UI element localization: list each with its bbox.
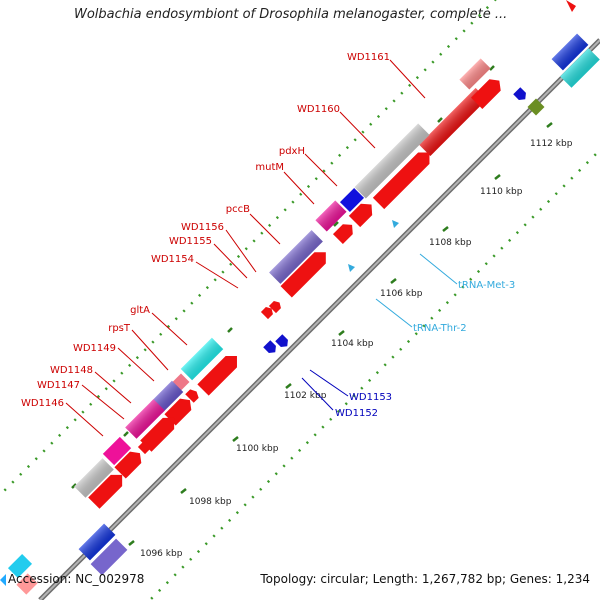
- gene-feature: [551, 33, 589, 71]
- reverse-strand-features[interactable]: [0, 0, 600, 586]
- accession-text: Accession: NC_002978: [8, 572, 145, 586]
- trna-label: tRNA-Thr-2: [413, 323, 467, 334]
- major-tick: [128, 540, 135, 546]
- gene-feature: [16, 573, 38, 595]
- cds-arrows[interactable]: [88, 75, 505, 509]
- major-tick: [494, 174, 501, 180]
- gene-feature: [90, 538, 128, 576]
- gene-arrow: [88, 474, 123, 509]
- gene-arrow: [348, 203, 373, 228]
- lower-callouts: [301, 253, 458, 411]
- major-tick: [232, 436, 239, 442]
- gene-label: WD1152: [335, 408, 378, 419]
- upper-callouts: [65, 59, 426, 437]
- tick-label: 1104 kbp: [331, 339, 374, 349]
- gene-arrow: [197, 356, 237, 396]
- gene-label: WD1161: [347, 52, 390, 63]
- gene-feature: [354, 123, 430, 199]
- major-tick: [180, 488, 187, 494]
- gene-feature: [459, 58, 491, 90]
- gene-label: WD1160: [297, 104, 340, 115]
- trna-marker: [0, 574, 6, 586]
- tick-label: 1112 kbp: [530, 139, 573, 149]
- gene-feature: [560, 48, 600, 88]
- tick-label: 1100 kbp: [236, 444, 279, 454]
- gene-label: WD1154: [151, 254, 194, 265]
- major-tick: [437, 117, 443, 123]
- major-ticks: [128, 122, 553, 546]
- lower-gene-labels: tRNA-Met-3 tRNA-Thr-2 WD1153 WD1152: [335, 280, 515, 419]
- forward-strand-features[interactable]: [7, 58, 491, 595]
- gene-feature: [566, 0, 576, 12]
- gene-arrow: [280, 252, 326, 298]
- gene-arrow: [260, 307, 273, 320]
- genome-summary: Topology: circular; Length: 1,267,782 bp…: [260, 572, 590, 586]
- gene-label: WD1149: [73, 343, 116, 354]
- gene-label: WD1147: [37, 380, 80, 391]
- gene-label: pdxH: [279, 146, 305, 157]
- gene-feature: [74, 458, 114, 498]
- gene-label: WD1155: [169, 236, 212, 247]
- gene-arrow: [140, 417, 175, 452]
- gene-feature: [7, 553, 33, 579]
- gene-feature: [180, 337, 224, 381]
- tick-label: 1096 kbp: [140, 549, 183, 559]
- gene-label: WD1148: [50, 365, 93, 376]
- gene-label: WD1153: [349, 392, 392, 403]
- gene-feature: [125, 399, 165, 439]
- tick-label: 1108 kbp: [429, 238, 472, 248]
- gene-feature: [339, 187, 365, 213]
- gene-label: pccB: [226, 204, 250, 215]
- chromosome-backbone: [38, 38, 600, 600]
- gene-arrow: [263, 340, 276, 353]
- tick-label: 1110 kbp: [480, 187, 523, 197]
- tick-labels: 1096 kbp 1098 kbp 1100 kbp 1102 kbp 1104…: [140, 139, 573, 559]
- major-tick: [71, 483, 77, 489]
- trna-marker: [348, 264, 355, 272]
- gene-feature: [527, 98, 545, 116]
- gene-feature: [102, 436, 132, 466]
- gene-label: gltA: [130, 305, 150, 316]
- gene-arrow: [471, 79, 501, 109]
- gene-label: WD1156: [181, 222, 224, 233]
- gene-arrow: [372, 152, 430, 210]
- map-title: Wolbachia endosymbiont of Drosophila mel…: [74, 7, 508, 22]
- gene-arrow: [114, 451, 142, 479]
- gene-arrow: [268, 301, 281, 314]
- gene-feature: [78, 523, 116, 561]
- trna-marker: [392, 220, 399, 228]
- tick-label: 1098 kbp: [189, 497, 232, 507]
- gene-arrow: [275, 334, 288, 347]
- gene-label: mutM: [255, 162, 284, 173]
- gene-label: WD1146: [21, 398, 64, 409]
- major-tick: [338, 330, 345, 336]
- major-tick: [285, 383, 292, 389]
- gene-feature: [419, 88, 487, 156]
- gene-labels: WD1161 WD1160 pdxH mutM pccB WD1156 WD11…: [21, 52, 390, 409]
- major-tick: [333, 221, 339, 227]
- gene-arrow: [137, 442, 150, 455]
- trna-label: tRNA-Met-3: [458, 280, 515, 291]
- gene-arrow: [185, 389, 199, 403]
- major-tick: [390, 278, 397, 284]
- major-tick: [123, 431, 129, 437]
- major-tick: [442, 226, 449, 232]
- major-tick: [489, 65, 495, 71]
- gene-feature: [315, 200, 347, 232]
- tick-label: 1106 kbp: [380, 289, 423, 299]
- tick-label: 1102 kbp: [284, 391, 327, 401]
- major-tick: [546, 122, 553, 128]
- gene-feature: [269, 230, 323, 284]
- gene-arrow: [513, 87, 526, 100]
- gene-label: rpsT: [108, 323, 131, 334]
- major-tick: [227, 327, 233, 333]
